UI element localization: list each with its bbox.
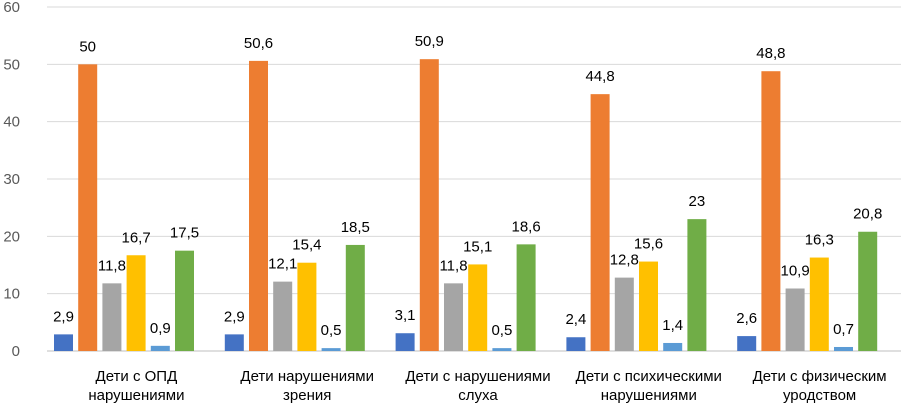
- data-label: 48,8: [756, 45, 785, 62]
- data-label: 44,8: [585, 68, 614, 85]
- bar-s2-c4: [590, 94, 610, 351]
- bars: [54, 59, 878, 352]
- bar-s5-c1: [150, 345, 170, 351]
- data-label: 16,7: [121, 229, 150, 246]
- y-tick-label: 50: [3, 56, 20, 73]
- bar-s4-c1: [126, 255, 146, 351]
- x-tick-label: Дети нарушениями: [240, 368, 374, 385]
- bar-s3-c1: [102, 283, 122, 351]
- bar-s1-c4: [566, 337, 586, 351]
- bar-s2-c2: [249, 60, 268, 351]
- data-label: 20,8: [853, 206, 882, 223]
- bar-s5-c5: [834, 346, 853, 351]
- bar-s3-c3: [444, 283, 463, 351]
- bar-s6-c3: [516, 244, 536, 351]
- y-tick-label: 60: [3, 0, 20, 16]
- x-axis: Дети с ОПД нарушениями Дети нарушениями зре…: [88, 368, 886, 404]
- bar-s1-c2: [224, 334, 244, 351]
- bar-s4-c2: [297, 262, 317, 351]
- data-label: 23: [689, 193, 706, 210]
- data-label: 50: [79, 38, 96, 55]
- bar-s3-c5: [785, 288, 805, 351]
- data-labels: 2,9 2,9 3,1 2,4 2,6 50 50,6 50,9 44,8 48,8 11,8 12,…: [53, 33, 882, 339]
- bar-s5-c4: [663, 342, 683, 351]
- x-tick-label: Дети с ОПД: [96, 368, 178, 385]
- bar-s6-c5: [858, 231, 878, 351]
- data-label: 12,1: [268, 256, 297, 273]
- y-tick-label: 20: [3, 228, 20, 245]
- x-tick-label: Дети с физическим: [753, 368, 887, 385]
- data-label: 0,9: [150, 320, 171, 337]
- x-tick-label: слуха: [458, 387, 498, 404]
- data-label: 50,6: [244, 35, 273, 52]
- x-tick-label: зрения: [283, 387, 331, 404]
- bar-s1-c1: [54, 334, 73, 351]
- data-label: 1,4: [662, 317, 683, 334]
- data-label: 18,6: [511, 218, 540, 235]
- y-tick-label: 30: [3, 171, 20, 188]
- data-label: 15,6: [634, 236, 663, 253]
- x-tick-label: Дети с психическими: [576, 368, 722, 385]
- data-label: 0,7: [833, 321, 854, 338]
- y-tick-label: 0: [12, 343, 20, 360]
- data-label: 11,8: [439, 257, 467, 274]
- data-label: 15,1: [463, 238, 492, 255]
- data-label: 16,3: [805, 232, 834, 249]
- x-tick-label: нарушениями: [88, 387, 184, 404]
- data-label: 3,1: [395, 307, 416, 324]
- bar-s1-c5: [737, 336, 757, 351]
- data-label: 17,5: [170, 225, 199, 242]
- data-label: 0,5: [491, 322, 512, 339]
- bar-s5-c2: [321, 348, 341, 351]
- data-label: 12,8: [610, 252, 639, 269]
- bar-s6-c1: [175, 250, 194, 351]
- bar-s3-c2: [273, 281, 293, 351]
- x-tick-label: уродством: [783, 387, 856, 404]
- data-label: 2,6: [736, 310, 757, 327]
- y-tick-label: 40: [3, 114, 20, 131]
- bar-s6-c2: [345, 244, 365, 351]
- bar-s4-c5: [809, 257, 829, 351]
- data-label: 2,9: [224, 308, 245, 325]
- y-tick-label: 10: [3, 286, 20, 303]
- data-label: 11,8: [98, 257, 126, 274]
- bar-s4-c4: [639, 261, 658, 351]
- bar-s2-c1: [78, 64, 98, 351]
- data-label: 2,9: [53, 308, 74, 325]
- y-axis: 0 10 20 30 40 50 60: [3, 0, 20, 360]
- data-label: 0,5: [321, 322, 342, 339]
- x-tick-label: Дети с нарушениями: [405, 368, 550, 385]
- data-label: 2,4: [565, 311, 586, 328]
- bar-s4-c3: [468, 264, 488, 351]
- bar-s2-c3: [419, 59, 439, 351]
- bar-s3-c4: [614, 277, 634, 351]
- x-tick-label: нарушениями: [601, 387, 697, 404]
- data-label: 18,5: [341, 219, 370, 236]
- data-label: 50,9: [415, 33, 444, 50]
- bar-s6-c4: [687, 219, 707, 351]
- bar-s1-c3: [395, 333, 415, 351]
- data-label: 15,4: [292, 237, 321, 254]
- bar-s2-c5: [761, 71, 781, 352]
- bar-s5-c3: [492, 348, 512, 351]
- data-label: 10,9: [780, 263, 809, 280]
